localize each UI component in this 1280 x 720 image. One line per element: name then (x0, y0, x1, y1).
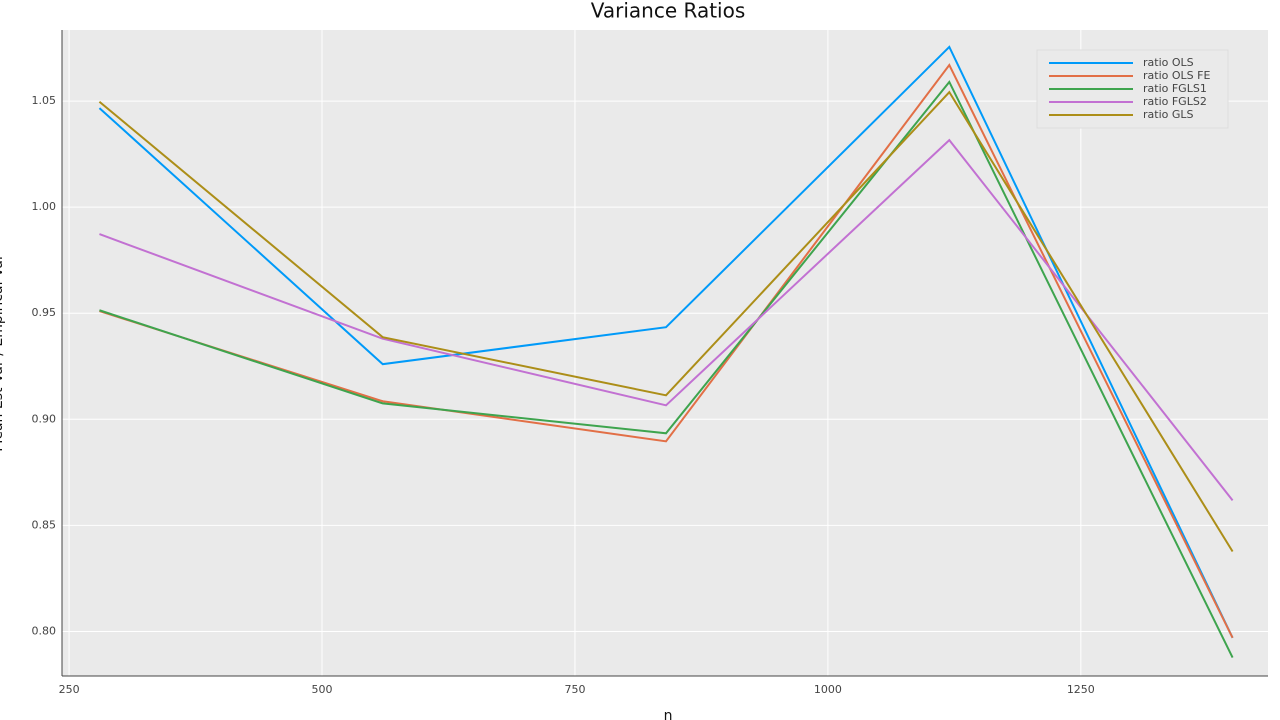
x-tick-label: 750 (564, 683, 585, 696)
legend-label: ratio OLS (1143, 56, 1194, 69)
series-line (99, 138, 1234, 501)
plot-area (62, 30, 1268, 676)
series-line (98, 90, 1234, 552)
x-tick-label: 1250 (1067, 683, 1095, 696)
y-tick-label: 0.80 (32, 624, 57, 637)
x-tick-label: 500 (312, 683, 333, 696)
legend-label: ratio GLS (1143, 108, 1194, 121)
legend-label: ratio OLS FE (1143, 69, 1210, 82)
y-axis-label: Mean Est Var / Empirical Var (0, 254, 6, 452)
chart-title: Variance Ratios (591, 0, 746, 23)
y-tick-label: 1.00 (32, 200, 57, 213)
x-axis-label: n (664, 708, 673, 720)
y-tick-label: 1.05 (32, 94, 57, 107)
x-tick-label: 1000 (814, 683, 842, 696)
legend-label: ratio FGLS1 (1143, 82, 1207, 95)
y-tick-label: 0.95 (32, 306, 57, 319)
x-tick-label: 250 (59, 683, 80, 696)
y-tick-label: 0.85 (32, 518, 57, 531)
legend-label: ratio FGLS2 (1143, 95, 1207, 108)
series-line (99, 63, 1234, 639)
series-line (99, 80, 1234, 658)
y-tick-label: 0.90 (32, 412, 57, 425)
